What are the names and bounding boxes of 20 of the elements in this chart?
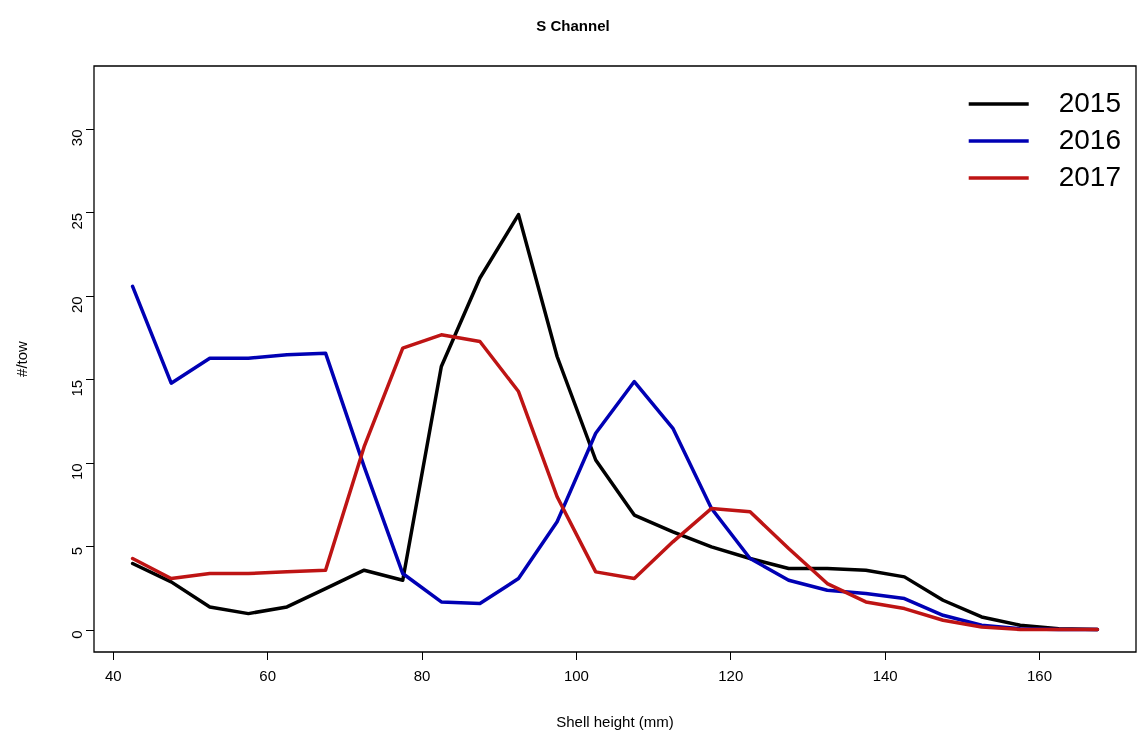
legend-label: 2016 [1058, 123, 1122, 155]
y-tick-label: 15 [68, 379, 86, 397]
y-tick-label: 30 [68, 129, 86, 147]
legend-label: 2015 [1058, 86, 1122, 118]
x-tick-label: 40 [104, 667, 122, 685]
x-axis-title: Shell height (mm) [556, 713, 674, 731]
chart-title: S Channel [536, 17, 610, 35]
y-axis-title: #/tow [13, 340, 31, 377]
legend-label: 2017 [1058, 160, 1122, 192]
x-tick-label: 140 [872, 667, 898, 685]
x-tick-label: 100 [563, 667, 589, 685]
x-tick-label: 120 [718, 667, 744, 685]
y-tick-label: 25 [68, 212, 86, 230]
x-tick-label: 80 [413, 667, 431, 685]
y-tick-label: 20 [68, 296, 86, 314]
y-tick-label: 0 [68, 630, 86, 639]
x-tick-label: 60 [259, 667, 277, 685]
y-tick-label: 10 [68, 463, 86, 481]
x-tick-label: 160 [1027, 667, 1053, 685]
y-tick-label: 5 [68, 546, 86, 556]
